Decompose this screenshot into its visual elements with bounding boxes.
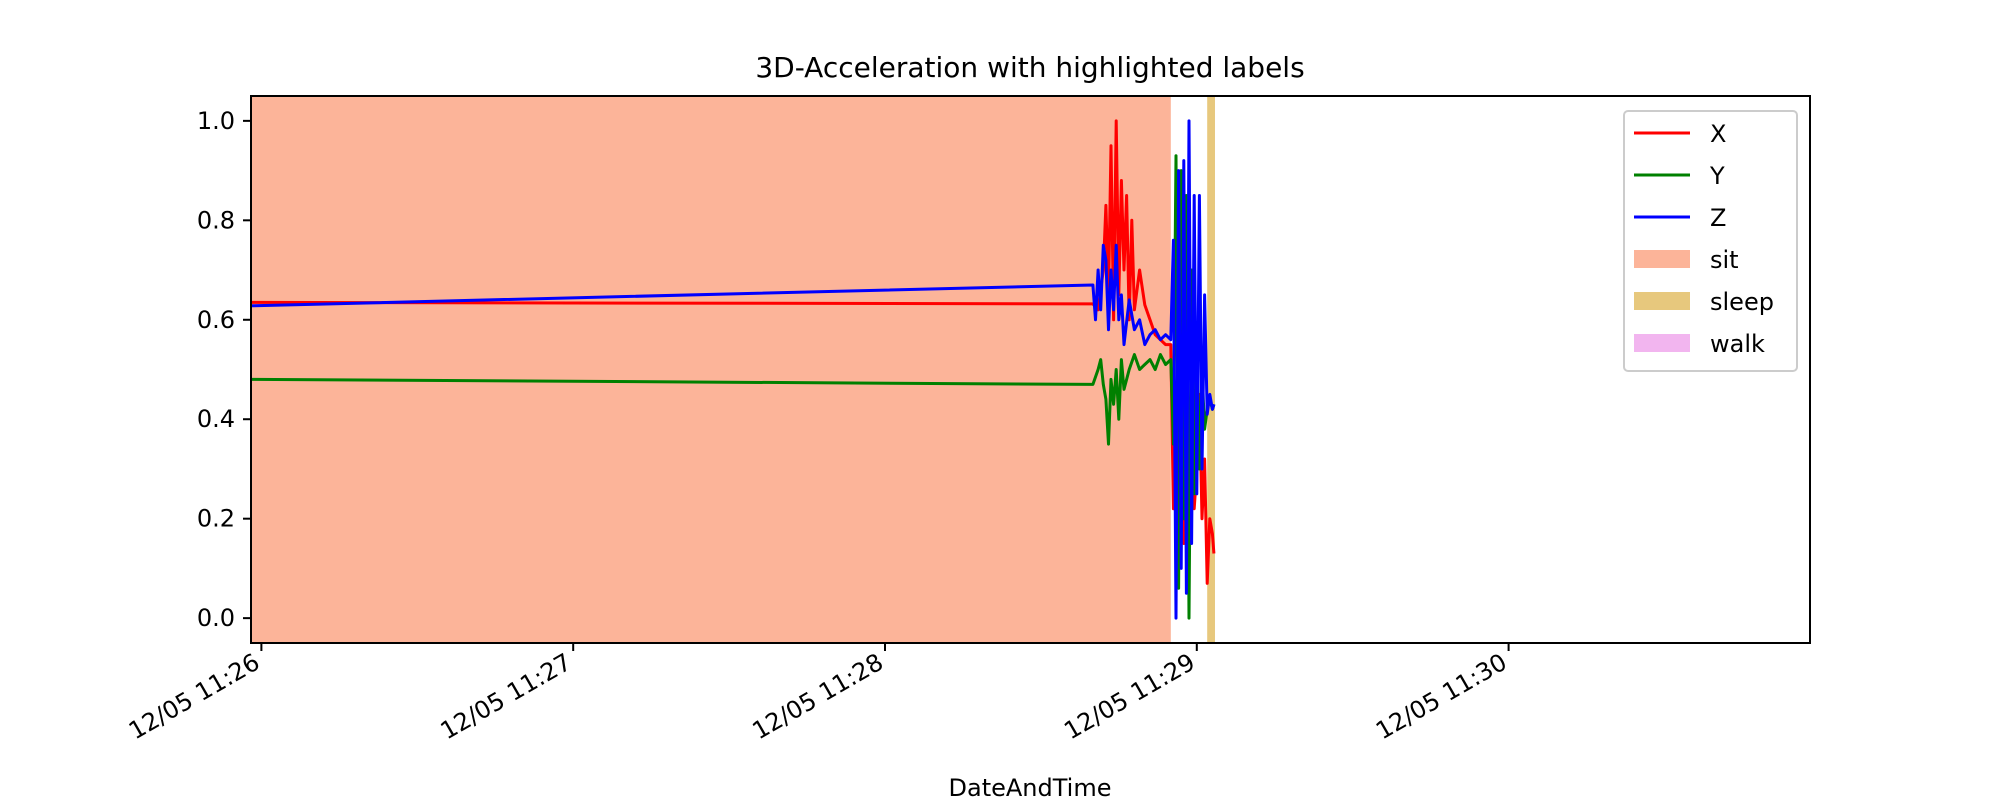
label-bands xyxy=(251,96,1215,643)
axes-frame xyxy=(250,95,1811,644)
y-tick-label: 0.0 xyxy=(197,604,235,632)
series-lines xyxy=(250,119,1216,620)
y-tick-label: 0.4 xyxy=(197,405,235,433)
y-tick-label: 0.8 xyxy=(197,206,235,234)
series-line-z xyxy=(250,119,1216,620)
y-axis: 0.0 0.2 0.4 0.6 0.8 1.0 xyxy=(197,107,251,632)
chart-title: 3D-Acceleration with highlighted labels xyxy=(755,51,1304,84)
legend-label-y: Y xyxy=(1709,162,1725,190)
legend-swatch-walk xyxy=(1634,334,1690,352)
x-tick-label: 12/05 11:28 xyxy=(748,648,888,745)
x-axis: 12/05 11:26 12/05 11:27 12/05 11:28 12/05 1… xyxy=(124,643,1512,745)
x-tick-label: 12/05 11:26 xyxy=(124,648,264,745)
x-tick-label: 12/05 11:29 xyxy=(1059,648,1199,745)
x-tick-label: 12/05 11:30 xyxy=(1371,648,1511,745)
legend-label-walk: walk xyxy=(1710,330,1765,358)
y-tick-label: 0.2 xyxy=(197,505,235,533)
legend-swatch-sit xyxy=(1634,250,1690,268)
x-axis-label: DateAndTime xyxy=(949,774,1112,800)
y-tick-label: 1.0 xyxy=(197,107,235,135)
y-tick-label: 0.6 xyxy=(197,306,235,334)
x-tick-label: 12/05 11:27 xyxy=(436,648,576,745)
legend-label-sleep: sleep xyxy=(1710,288,1774,316)
label-band-sleep xyxy=(1207,96,1215,643)
legend-label-x: X xyxy=(1710,120,1726,148)
legend-swatch-sleep xyxy=(1634,292,1690,310)
legend-label-z: Z xyxy=(1710,204,1726,232)
label-band-sit xyxy=(251,96,1171,643)
legend-label-sit: sit xyxy=(1710,246,1739,274)
